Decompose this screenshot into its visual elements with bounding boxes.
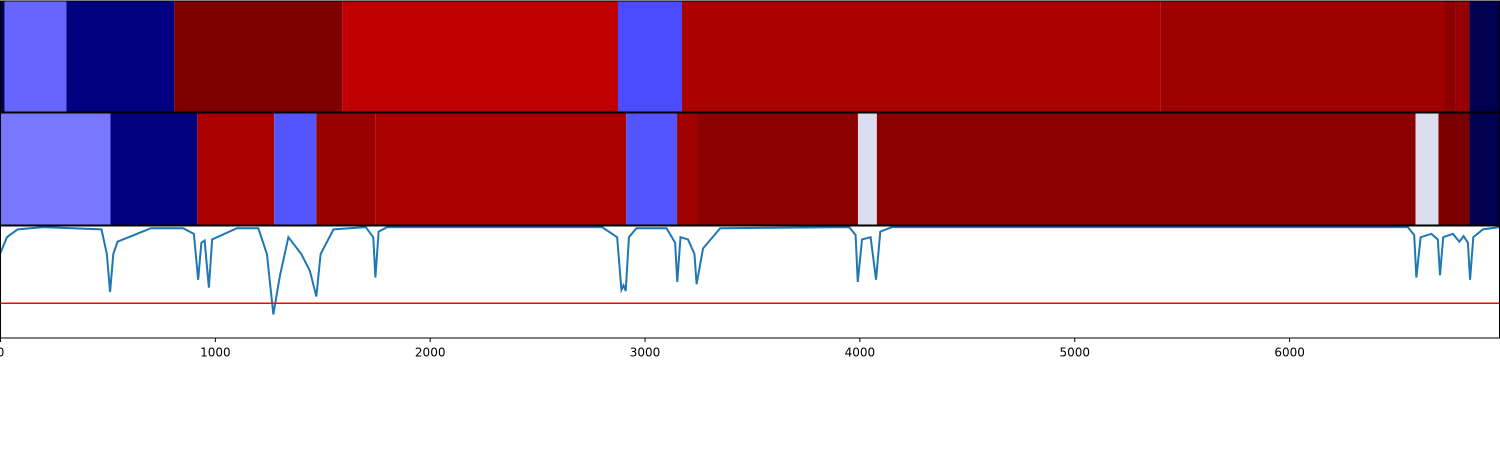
segment [876,113,1416,225]
x-tick-label: 6000 [1274,346,1305,360]
segment [0,113,111,225]
segment [677,113,698,225]
segment [174,1,343,112]
segment [1160,1,1445,112]
x-tick-label: 4000 [845,346,876,360]
segment [697,113,858,225]
segment [682,1,1161,112]
segment [626,113,678,225]
segment [316,113,376,225]
segment [110,113,198,225]
segment [1469,1,1500,112]
segment [342,1,618,112]
segment [274,113,317,225]
frame [0,225,1500,339]
x-tick-label: 5000 [1059,346,1090,360]
x-tick-label: 1000 [200,346,231,360]
segment [197,113,275,225]
segment [617,1,683,112]
x-tick-label: 0 [0,346,4,360]
segment [375,113,627,225]
segment [857,113,877,225]
segment [1415,113,1439,225]
x-tick-label: 2000 [415,346,446,360]
segment [1469,113,1500,225]
segment [0,1,5,112]
segment [4,1,67,112]
segment [1444,1,1456,112]
segment [1455,1,1470,112]
segment [1438,113,1470,225]
line [0,226,1500,315]
segment [66,1,175,112]
x-tick-label: 3000 [630,346,661,360]
